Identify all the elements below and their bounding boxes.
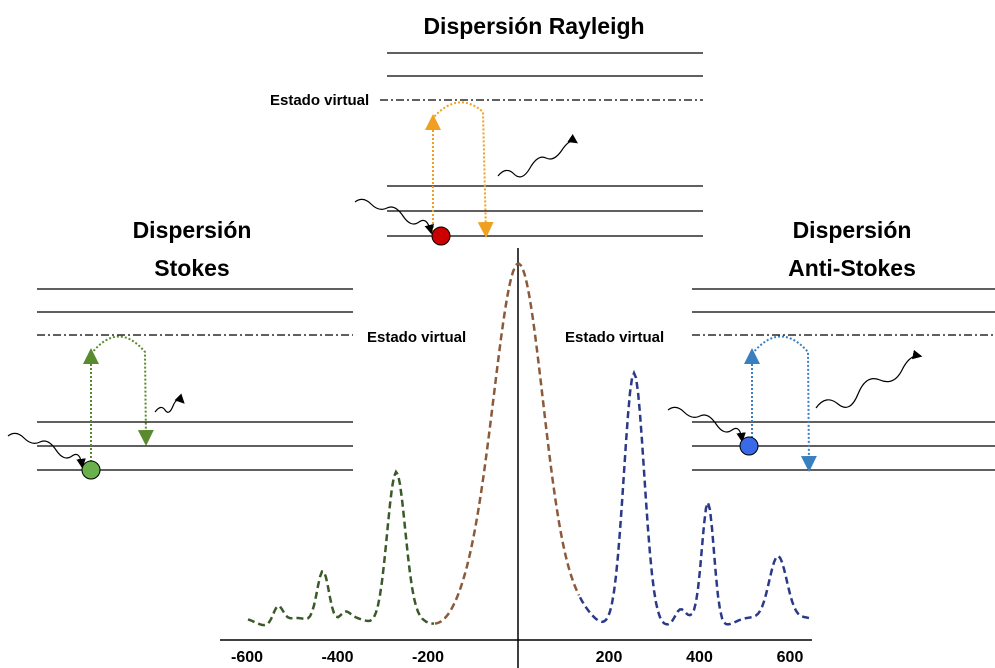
x-tick-label: 200 — [596, 649, 623, 666]
transition — [432, 101, 494, 238]
virtual-label: Estado virtual — [367, 329, 466, 346]
incident-photon — [667, 406, 746, 443]
stokes-title: Stokes — [154, 255, 229, 281]
x-tick-label: -600 — [231, 649, 263, 666]
anti-stokes-levels — [692, 288, 995, 471]
x-tick-label: 600 — [777, 649, 804, 666]
x-tick-label: -400 — [321, 649, 353, 666]
scattered-photon — [497, 134, 578, 178]
spectrum-curve — [578, 369, 813, 626]
electron — [431, 226, 451, 246]
x-tick-label: 400 — [686, 649, 713, 666]
anti-stokes-title: Dispersión — [793, 217, 912, 243]
rayleigh-levels — [380, 52, 703, 237]
transition — [90, 335, 154, 446]
scattered-photon — [815, 349, 923, 409]
incident-photon — [7, 432, 86, 469]
incident-photon — [354, 198, 434, 235]
electron — [739, 436, 759, 456]
electron — [81, 460, 101, 480]
rayleigh-title: Dispersión Rayleigh — [423, 13, 644, 39]
spectrum-curve — [434, 262, 581, 625]
anti-stokes-title: Anti-Stokes — [788, 255, 916, 281]
virtual-label: Estado virtual — [270, 92, 369, 109]
stokes-title: Dispersión — [133, 217, 252, 243]
transition — [751, 335, 817, 472]
spectrum-curve — [247, 469, 435, 627]
virtual-label: Estado virtual — [565, 329, 664, 346]
stokes-levels — [37, 288, 353, 471]
scattered-photon — [154, 393, 185, 413]
x-tick-label: -200 — [412, 649, 444, 666]
